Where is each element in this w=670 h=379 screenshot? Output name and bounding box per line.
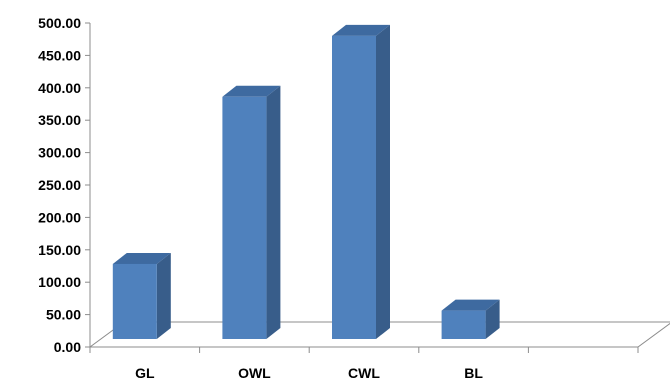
- bar-top-face: [332, 24, 390, 36]
- y-tick-label: 250.00: [38, 177, 81, 193]
- bar-gl: [112, 252, 171, 339]
- x-category-label: BL: [464, 365, 483, 379]
- floor-plane: [88, 321, 670, 348]
- y-tick-label: 400.00: [38, 80, 81, 96]
- chart-bars: [112, 24, 500, 340]
- bar-bl: [441, 299, 500, 339]
- bar-side-face: [156, 252, 171, 339]
- y-tick-label: 0.00: [54, 339, 81, 355]
- y-tick-label: 450.00: [38, 47, 81, 63]
- bar-side-face: [376, 24, 390, 340]
- bar-front-face: [441, 310, 486, 339]
- bar-side-face: [485, 299, 500, 339]
- bar-cwl: [332, 24, 390, 340]
- y-tick-label: 500.00: [38, 15, 81, 31]
- y-tick-label: 200.00: [38, 209, 81, 225]
- bar-top-face: [441, 299, 500, 311]
- x-category-label: CWL: [348, 365, 380, 379]
- y-tick-label: 150.00: [38, 242, 81, 258]
- bar-side-face: [266, 85, 281, 339]
- chart-labels: 0.00 50.00 100.00 150.00 200.00 250.00 300.00 3…: [38, 15, 483, 379]
- bar-front-face: [112, 263, 157, 339]
- x-category-label: OWL: [238, 365, 271, 379]
- x-category-label: GL: [135, 365, 155, 379]
- bar-front-face: [332, 35, 376, 340]
- y-tick-label: 300.00: [38, 145, 81, 161]
- bar-front-face: [222, 96, 267, 339]
- chart-floor: [88, 321, 670, 348]
- chart-axes: [85, 22, 639, 353]
- y-tick-label: 100.00: [38, 274, 81, 290]
- bar-top-face: [222, 85, 281, 97]
- y-tick-label: 50.00: [46, 307, 81, 323]
- y-tick-label: 350.00: [38, 112, 81, 128]
- bar-top-face: [112, 252, 171, 264]
- bar-owl: [222, 85, 281, 339]
